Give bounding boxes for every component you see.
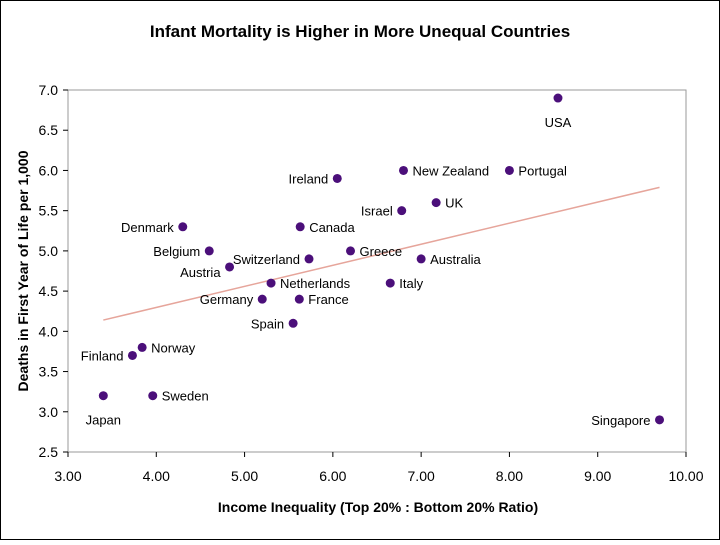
trendline [103,186,660,321]
y-tick-label: 3.5 [39,364,59,380]
y-tick-label: 5.5 [39,203,59,219]
x-axis-ticks: 3.00 4.00 5.00 6.00 7.00 8.00 9.00 10.00 [54,452,704,484]
point-label: Australia [430,252,481,267]
x-tick-label: 7.00 [408,468,435,484]
data-point [178,222,188,232]
point-label: Finland [81,348,124,363]
data-point [225,262,235,272]
data-point [398,165,408,175]
point-label: Israel [361,204,393,219]
point-label: Ireland [289,171,329,186]
x-tick-label: 5.00 [231,468,258,484]
point-label: Canada [309,220,355,235]
y-tick-label: 5.0 [39,243,59,259]
point-label: UK [445,196,463,211]
data-points: Japan Sweden Finland Norway Denmark Belgium Au… [81,93,665,428]
x-tick-label: 10.00 [668,468,703,484]
point-label: Sweden [162,389,209,404]
plot-area [67,89,687,453]
data-point [304,254,314,264]
y-tick-label: 3.0 [39,404,59,420]
y-tick-label: 6.5 [39,122,59,138]
data-point [346,246,356,256]
point-label: Italy [399,276,423,291]
data-point [288,318,298,328]
point-label: Japan [86,413,121,428]
point-label: New Zealand [412,163,489,178]
data-point [127,350,137,360]
data-point [257,294,267,304]
data-point [204,246,214,256]
x-tick-label: 4.00 [143,468,170,484]
point-label: Norway [151,340,196,355]
x-tick-label: 6.00 [319,468,346,484]
point-label: Spain [251,316,284,331]
data-point [416,254,426,264]
point-label: Switzerland [233,252,300,267]
point-label: Portugal [518,163,567,178]
y-tick-label: 4.0 [39,323,59,339]
data-point [397,206,407,216]
point-label: USA [545,115,572,130]
data-point [266,278,276,288]
data-point [431,198,441,208]
data-point [98,391,108,401]
y-axis-ticks: 2.5 3.0 3.5 4.0 4.5 5.0 5.5 6.0 6.5 7.0 [39,82,68,460]
y-tick-label: 2.5 [39,444,59,460]
y-tick-label: 4.5 [39,283,59,299]
y-tick-label: 6.0 [39,162,59,178]
data-point [295,222,305,232]
data-point [553,93,563,103]
point-label: Austria [180,265,221,280]
point-label: Belgium [153,244,200,259]
point-label: Greece [360,244,403,259]
x-axis-label: Income Inequality (Top 20% : Bottom 20% … [218,499,538,515]
data-point [148,391,158,401]
point-label: Germany [200,292,254,307]
y-axis-label: Deaths in First Year of Life per 1,000 [15,150,31,391]
x-tick-label: 3.00 [54,468,81,484]
x-tick-label: 8.00 [496,468,523,484]
point-label: Denmark [121,220,174,235]
point-label: France [308,292,348,307]
x-tick-label: 9.00 [584,468,611,484]
data-point [294,294,304,304]
point-label: Singapore [591,413,650,428]
data-point [137,342,147,352]
data-point [332,173,342,183]
chart-title: Infant Mortality is Higher in More Unequ… [150,22,570,41]
data-point [504,165,514,175]
data-point [655,415,665,425]
point-label: Netherlands [280,276,351,291]
y-tick-label: 7.0 [39,82,59,98]
data-point [385,278,395,288]
